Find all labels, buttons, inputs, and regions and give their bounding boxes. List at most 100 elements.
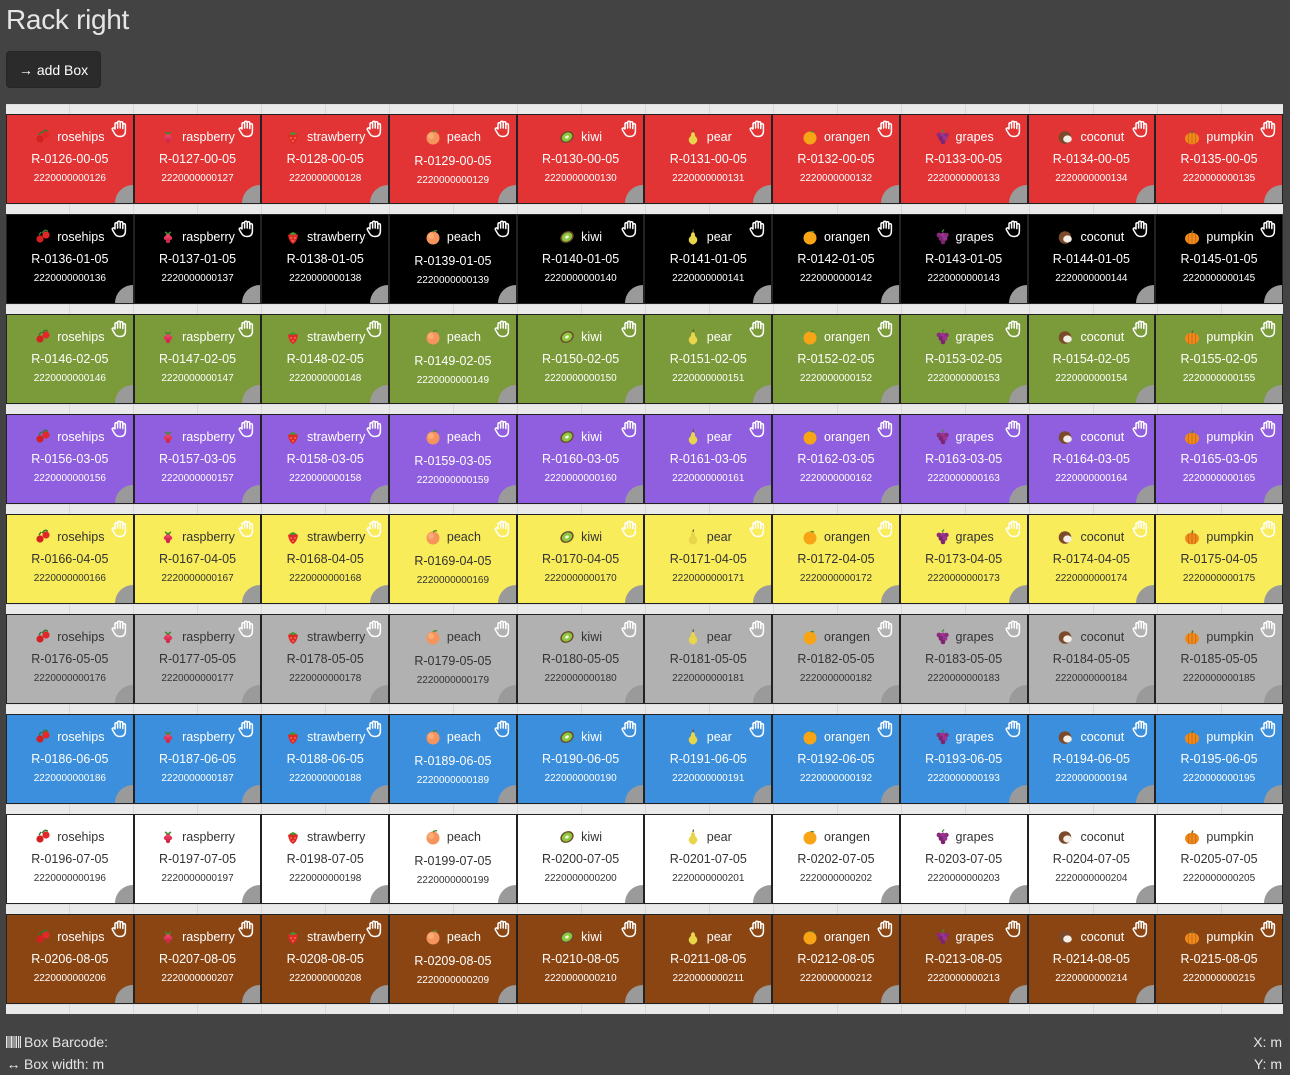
drag-hand-icon[interactable] xyxy=(492,818,514,840)
resize-handle[interactable] xyxy=(370,585,389,603)
rack-box[interactable]: raspberry R-0157-03-05 2220000000157 xyxy=(133,414,262,504)
resize-handle[interactable] xyxy=(753,885,772,903)
rack-box[interactable]: coconut R-0184-05-05 2220000000184 xyxy=(1027,614,1156,704)
drag-hand-icon[interactable] xyxy=(619,818,641,840)
resize-handle[interactable] xyxy=(1136,885,1155,903)
rack-box[interactable]: grapes R-0213-08-05 2220000000213 xyxy=(899,914,1028,1004)
drag-hand-icon[interactable] xyxy=(364,618,386,640)
resize-handle[interactable] xyxy=(880,685,899,703)
rack-box[interactable]: peach R-0159-03-05 2220000000159 xyxy=(389,414,517,504)
resize-handle[interactable] xyxy=(1136,485,1155,503)
rack-box[interactable]: grapes R-0163-03-05 2220000000163 xyxy=(899,414,1028,504)
drag-hand-icon[interactable] xyxy=(1130,918,1152,940)
resize-handle[interactable] xyxy=(1136,185,1155,203)
rack-box[interactable]: rosehips R-0196-07-05 2220000000196 xyxy=(6,814,134,904)
drag-hand-icon[interactable] xyxy=(492,318,514,340)
resize-handle[interactable] xyxy=(625,885,644,903)
rack-box[interactable]: pumpkin R-0215-08-05 2220000000215 xyxy=(1155,914,1283,1004)
drag-hand-icon[interactable] xyxy=(619,418,641,440)
resize-handle[interactable] xyxy=(242,185,261,203)
rack-box[interactable]: peach R-0149-02-05 2220000000149 xyxy=(389,314,517,404)
rack-box[interactable]: rosehips R-0136-01-05 2220000000136 xyxy=(6,214,134,304)
rack-box[interactable]: rosehips R-0206-08-05 2220000000206 xyxy=(6,914,134,1004)
drag-hand-icon[interactable] xyxy=(1258,618,1280,640)
drag-hand-icon[interactable] xyxy=(109,418,131,440)
rack-box[interactable]: strawberry R-0128-00-05 2220000000128 xyxy=(261,114,390,204)
drag-hand-icon[interactable] xyxy=(875,318,897,340)
resize-handle[interactable] xyxy=(1263,485,1282,503)
drag-hand-icon[interactable] xyxy=(875,918,897,940)
drag-hand-icon[interactable] xyxy=(875,818,897,840)
resize-handle[interactable] xyxy=(370,185,389,203)
drag-hand-icon[interactable] xyxy=(1258,218,1280,240)
drag-hand-icon[interactable] xyxy=(364,518,386,540)
resize-handle[interactable] xyxy=(114,685,133,703)
drag-hand-icon[interactable] xyxy=(1130,118,1152,140)
resize-handle[interactable] xyxy=(370,785,389,803)
drag-hand-icon[interactable] xyxy=(1258,818,1280,840)
resize-handle[interactable] xyxy=(1263,285,1282,303)
drag-hand-icon[interactable] xyxy=(619,618,641,640)
drag-hand-icon[interactable] xyxy=(364,718,386,740)
resize-handle[interactable] xyxy=(242,685,261,703)
resize-handle[interactable] xyxy=(1263,185,1282,203)
resize-handle[interactable] xyxy=(242,385,261,403)
rack-box[interactable]: coconut R-0134-00-05 2220000000134 xyxy=(1027,114,1156,204)
rack-box[interactable]: strawberry R-0148-02-05 2220000000148 xyxy=(261,314,390,404)
resize-handle[interactable] xyxy=(625,285,644,303)
resize-handle[interactable] xyxy=(242,785,261,803)
drag-hand-icon[interactable] xyxy=(364,218,386,240)
rack-box[interactable]: coconut R-0144-01-05 2220000000144 xyxy=(1027,214,1156,304)
resize-handle[interactable] xyxy=(625,985,644,1003)
resize-handle[interactable] xyxy=(1136,585,1155,603)
resize-handle[interactable] xyxy=(1263,385,1282,403)
rack-box[interactable]: grapes R-0153-02-05 2220000000153 xyxy=(899,314,1028,404)
drag-hand-icon[interactable] xyxy=(1003,918,1025,940)
resize-handle[interactable] xyxy=(242,285,261,303)
resize-handle[interactable] xyxy=(625,485,644,503)
drag-hand-icon[interactable] xyxy=(1003,118,1025,140)
drag-hand-icon[interactable] xyxy=(236,918,258,940)
rack-box[interactable]: pear R-0211-08-05 2220000000211 xyxy=(644,914,773,1004)
drag-hand-icon[interactable] xyxy=(875,418,897,440)
resize-handle[interactable] xyxy=(242,585,261,603)
rack-box[interactable]: orangen R-0172-04-05 2220000000172 xyxy=(772,514,900,604)
drag-hand-icon[interactable] xyxy=(109,318,131,340)
drag-hand-icon[interactable] xyxy=(619,118,641,140)
drag-hand-icon[interactable] xyxy=(747,818,769,840)
drag-hand-icon[interactable] xyxy=(492,718,514,740)
rack-box[interactable]: orangen R-0212-08-05 2220000000212 xyxy=(772,914,900,1004)
resize-handle[interactable] xyxy=(1136,285,1155,303)
rack-box[interactable]: orangen R-0192-06-05 2220000000192 xyxy=(772,714,900,804)
drag-hand-icon[interactable] xyxy=(619,518,641,540)
resize-handle[interactable] xyxy=(625,585,644,603)
drag-hand-icon[interactable] xyxy=(747,118,769,140)
drag-hand-icon[interactable] xyxy=(747,318,769,340)
drag-hand-icon[interactable] xyxy=(364,818,386,840)
drag-hand-icon[interactable] xyxy=(875,118,897,140)
resize-handle[interactable] xyxy=(370,685,389,703)
drag-hand-icon[interactable] xyxy=(747,518,769,540)
resize-handle[interactable] xyxy=(497,685,516,703)
resize-handle[interactable] xyxy=(370,285,389,303)
resize-handle[interactable] xyxy=(1008,585,1027,603)
rack-box[interactable]: coconut R-0204-07-05 2220000000204 xyxy=(1027,814,1156,904)
drag-hand-icon[interactable] xyxy=(619,718,641,740)
resize-handle[interactable] xyxy=(497,385,516,403)
resize-handle[interactable] xyxy=(880,585,899,603)
rack-box[interactable]: pear R-0131-00-05 2220000000131 xyxy=(644,114,773,204)
rack-box[interactable]: kiwi R-0210-08-05 2220000000210 xyxy=(516,914,645,1004)
rack-box[interactable]: kiwi R-0150-02-05 2220000000150 xyxy=(516,314,645,404)
resize-handle[interactable] xyxy=(1136,685,1155,703)
drag-hand-icon[interactable] xyxy=(1003,718,1025,740)
rack-box[interactable]: coconut R-0174-04-05 2220000000174 xyxy=(1027,514,1156,604)
drag-hand-icon[interactable] xyxy=(747,618,769,640)
resize-handle[interactable] xyxy=(114,985,133,1003)
resize-handle[interactable] xyxy=(497,985,516,1003)
drag-hand-icon[interactable] xyxy=(236,118,258,140)
rack-box[interactable]: pear R-0181-05-05 2220000000181 xyxy=(644,614,773,704)
drag-hand-icon[interactable] xyxy=(619,918,641,940)
resize-handle[interactable] xyxy=(1136,985,1155,1003)
resize-handle[interactable] xyxy=(753,285,772,303)
resize-handle[interactable] xyxy=(880,185,899,203)
